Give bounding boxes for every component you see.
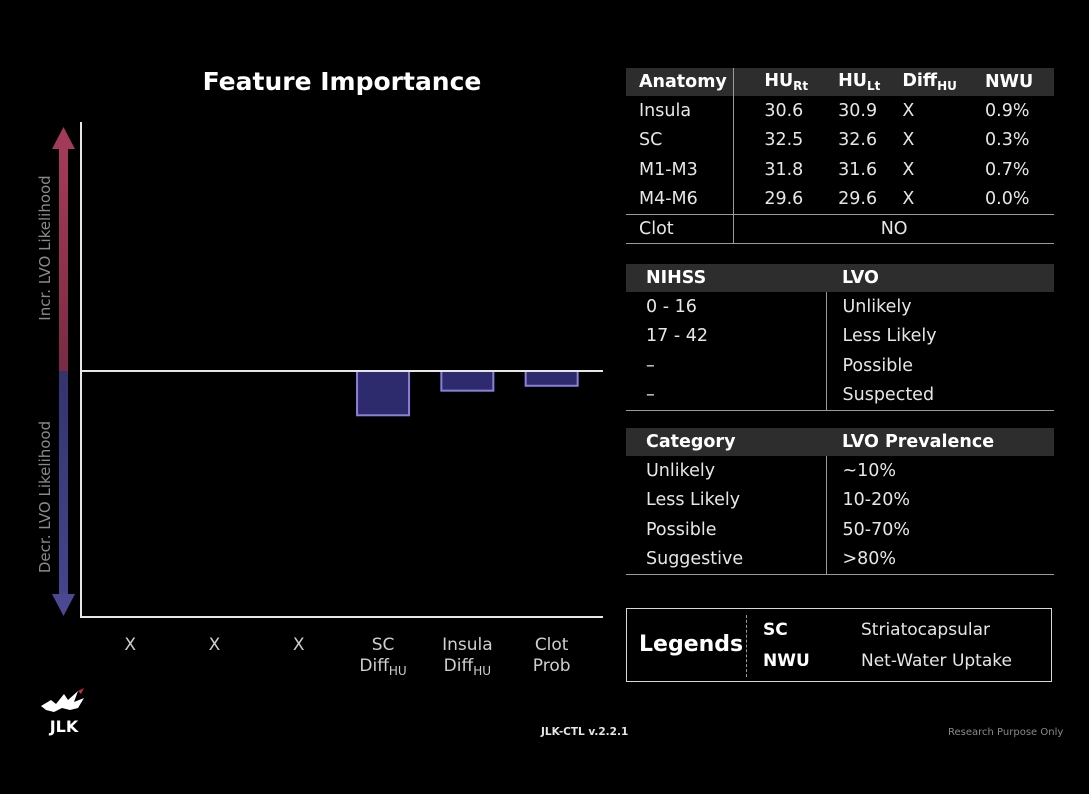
prevalence-header-category: Category bbox=[626, 428, 826, 456]
category-cell: Suggestive bbox=[626, 544, 826, 575]
anatomy-header-hu-rt: HURt bbox=[733, 68, 809, 96]
nihss-header-nihss: NIHSS bbox=[626, 264, 826, 292]
nwu-cell: 0.7% bbox=[985, 159, 1030, 180]
category-cell: Less Likely bbox=[646, 490, 741, 511]
legend-desc-nwu: Net-Water Uptake bbox=[861, 651, 1012, 671]
chart-title: Feature Importance bbox=[203, 67, 482, 96]
prevalence-cell: >80% bbox=[825, 544, 1054, 575]
nihss-score-cell: 0 - 16 bbox=[646, 296, 697, 317]
table-row: Less Likely 10-20% bbox=[626, 485, 1054, 515]
category-cell: Possible bbox=[646, 519, 717, 540]
x-tick-label: SC bbox=[372, 635, 395, 655]
x-tick-label: X bbox=[293, 635, 305, 655]
anatomy-header-diff-hu: DiffHU bbox=[880, 68, 962, 96]
bar bbox=[524, 370, 579, 387]
hu-rt-cell: 30.6 bbox=[733, 96, 809, 126]
anatomy-header-anatomy: Anatomy bbox=[626, 68, 734, 96]
prevalence-cell: 50-70% bbox=[825, 515, 1054, 545]
logo-accent-icon bbox=[78, 688, 84, 694]
footer-note: Research Purpose Only bbox=[948, 727, 1064, 738]
lvo-cell: Unlikely bbox=[825, 292, 1054, 322]
lvo-cell: Less Likely bbox=[825, 321, 1054, 351]
x-tick-label-line2: Prob bbox=[533, 656, 571, 676]
table-row: – Possible bbox=[626, 351, 1054, 381]
anatomy-cell: SC bbox=[639, 130, 663, 151]
prevalence-header-lvo-prevalence: LVO Prevalence bbox=[826, 428, 1054, 456]
diff-hu-cell: X bbox=[902, 100, 915, 121]
hu-lt-cell: 30.9 bbox=[838, 100, 878, 121]
prevalence-cell: 10-20% bbox=[825, 485, 1054, 515]
nihss-score-cell: – bbox=[646, 355, 655, 376]
table-row: 17 - 42 Less Likely bbox=[626, 321, 1054, 351]
legend-abbr-nwu: NWU bbox=[763, 651, 810, 671]
decrease-arrow-head bbox=[52, 594, 75, 616]
hu-rt-cell: 32.5 bbox=[733, 125, 809, 155]
table-row: Unlikely ~10% bbox=[626, 456, 1054, 486]
anatomy-header-row: Anatomy HURt HULt DiffHU NWU bbox=[626, 68, 1054, 96]
legend-divider bbox=[746, 615, 747, 677]
x-tick-label: X bbox=[124, 635, 136, 655]
legend-desc-sc: Striatocapsular bbox=[861, 620, 990, 640]
legend-box: Legends SC Striatocapsular NWU Net-Water… bbox=[626, 608, 1052, 682]
anatomy-cell: M4-M6 bbox=[639, 189, 698, 210]
table-row: M4-M6 29.6 29.6 X 0.0% bbox=[626, 184, 1054, 215]
table-row: Insula 30.6 30.9 X 0.9% bbox=[626, 96, 1054, 126]
hu-rt-cell: 29.6 bbox=[733, 184, 809, 215]
y-label-increase: Incr. LVO Likelihood bbox=[36, 175, 54, 320]
diff-hu-cell: X bbox=[902, 189, 915, 210]
diff-hu-cell: X bbox=[902, 159, 915, 180]
logo-wing-icon bbox=[41, 691, 84, 712]
legend-title: Legends bbox=[639, 632, 744, 657]
y-label-decrease: Decr. LVO Likelihood bbox=[36, 421, 54, 573]
clot-label: Clot bbox=[626, 214, 734, 244]
nwu-cell: 0.9% bbox=[985, 100, 1030, 121]
bar bbox=[356, 370, 411, 417]
prevalence-header-row: Category LVO Prevalence bbox=[626, 428, 1054, 456]
x-tick-label: Insula bbox=[442, 635, 493, 655]
x-tick-label-line2: DiffHU bbox=[359, 656, 406, 678]
bar bbox=[440, 370, 495, 392]
diff-hu-cell: X bbox=[902, 130, 915, 151]
hu-lt-cell: 32.6 bbox=[838, 130, 878, 151]
category-cell: Unlikely bbox=[646, 460, 716, 481]
nihss-header-lvo: LVO bbox=[826, 264, 1054, 292]
hu-lt-cell: 29.6 bbox=[838, 189, 878, 210]
anatomy-table: Anatomy HURt HULt DiffHU NWU Insula 30.6… bbox=[626, 68, 1054, 244]
x-tick-label: Clot bbox=[535, 635, 569, 655]
table-row: SC 32.5 32.6 X 0.3% bbox=[626, 125, 1054, 155]
prevalence-cell: ~10% bbox=[825, 456, 1054, 486]
table-row: 0 - 16 Unlikely bbox=[626, 292, 1054, 322]
jlk-logo: JLK bbox=[41, 688, 84, 736]
nwu-cell: 0.0% bbox=[985, 189, 1030, 210]
table-row: – Suspected bbox=[626, 380, 1054, 411]
table-row: M1-M3 31.8 31.6 X 0.7% bbox=[626, 155, 1054, 185]
prevalence-table: Category LVO Prevalence Unlikely ~10% Le… bbox=[626, 428, 1054, 575]
anatomy-header-nwu: NWU bbox=[961, 68, 1054, 96]
nwu-cell: 0.3% bbox=[985, 130, 1030, 151]
logo-text: JLK bbox=[49, 717, 79, 736]
nihss-table: NIHSS LVO 0 - 16 Unlikely 17 - 42 Less L… bbox=[626, 264, 1054, 411]
decrease-arrow-shaft bbox=[59, 371, 68, 595]
nihss-score-cell: 17 - 42 bbox=[646, 326, 708, 347]
x-tick-label: X bbox=[209, 635, 221, 655]
nihss-score-cell: – bbox=[626, 380, 826, 411]
increase-arrow-shaft bbox=[59, 147, 68, 371]
table-row: Suggestive >80% bbox=[626, 544, 1054, 575]
lvo-cell: Suspected bbox=[825, 380, 1054, 411]
anatomy-cell: M1-M3 bbox=[639, 159, 698, 180]
anatomy-cell: Insula bbox=[639, 100, 692, 121]
version-label: JLK-CTL v.2.2.1 bbox=[541, 726, 629, 738]
anatomy-header-hu-lt: HULt bbox=[808, 68, 881, 96]
nihss-header-row: NIHSS LVO bbox=[626, 264, 1054, 292]
clot-value: NO bbox=[733, 214, 1054, 244]
x-tick-label-line2: DiffHU bbox=[444, 656, 491, 678]
increase-arrow-head bbox=[52, 127, 75, 149]
hu-lt-cell: 31.6 bbox=[838, 159, 878, 180]
clot-row: Clot NO bbox=[626, 214, 1054, 244]
lvo-cell: Possible bbox=[825, 351, 1054, 381]
hu-rt-cell: 31.8 bbox=[733, 155, 809, 185]
table-row: Possible 50-70% bbox=[626, 515, 1054, 545]
legend-abbr-sc: SC bbox=[763, 620, 788, 640]
